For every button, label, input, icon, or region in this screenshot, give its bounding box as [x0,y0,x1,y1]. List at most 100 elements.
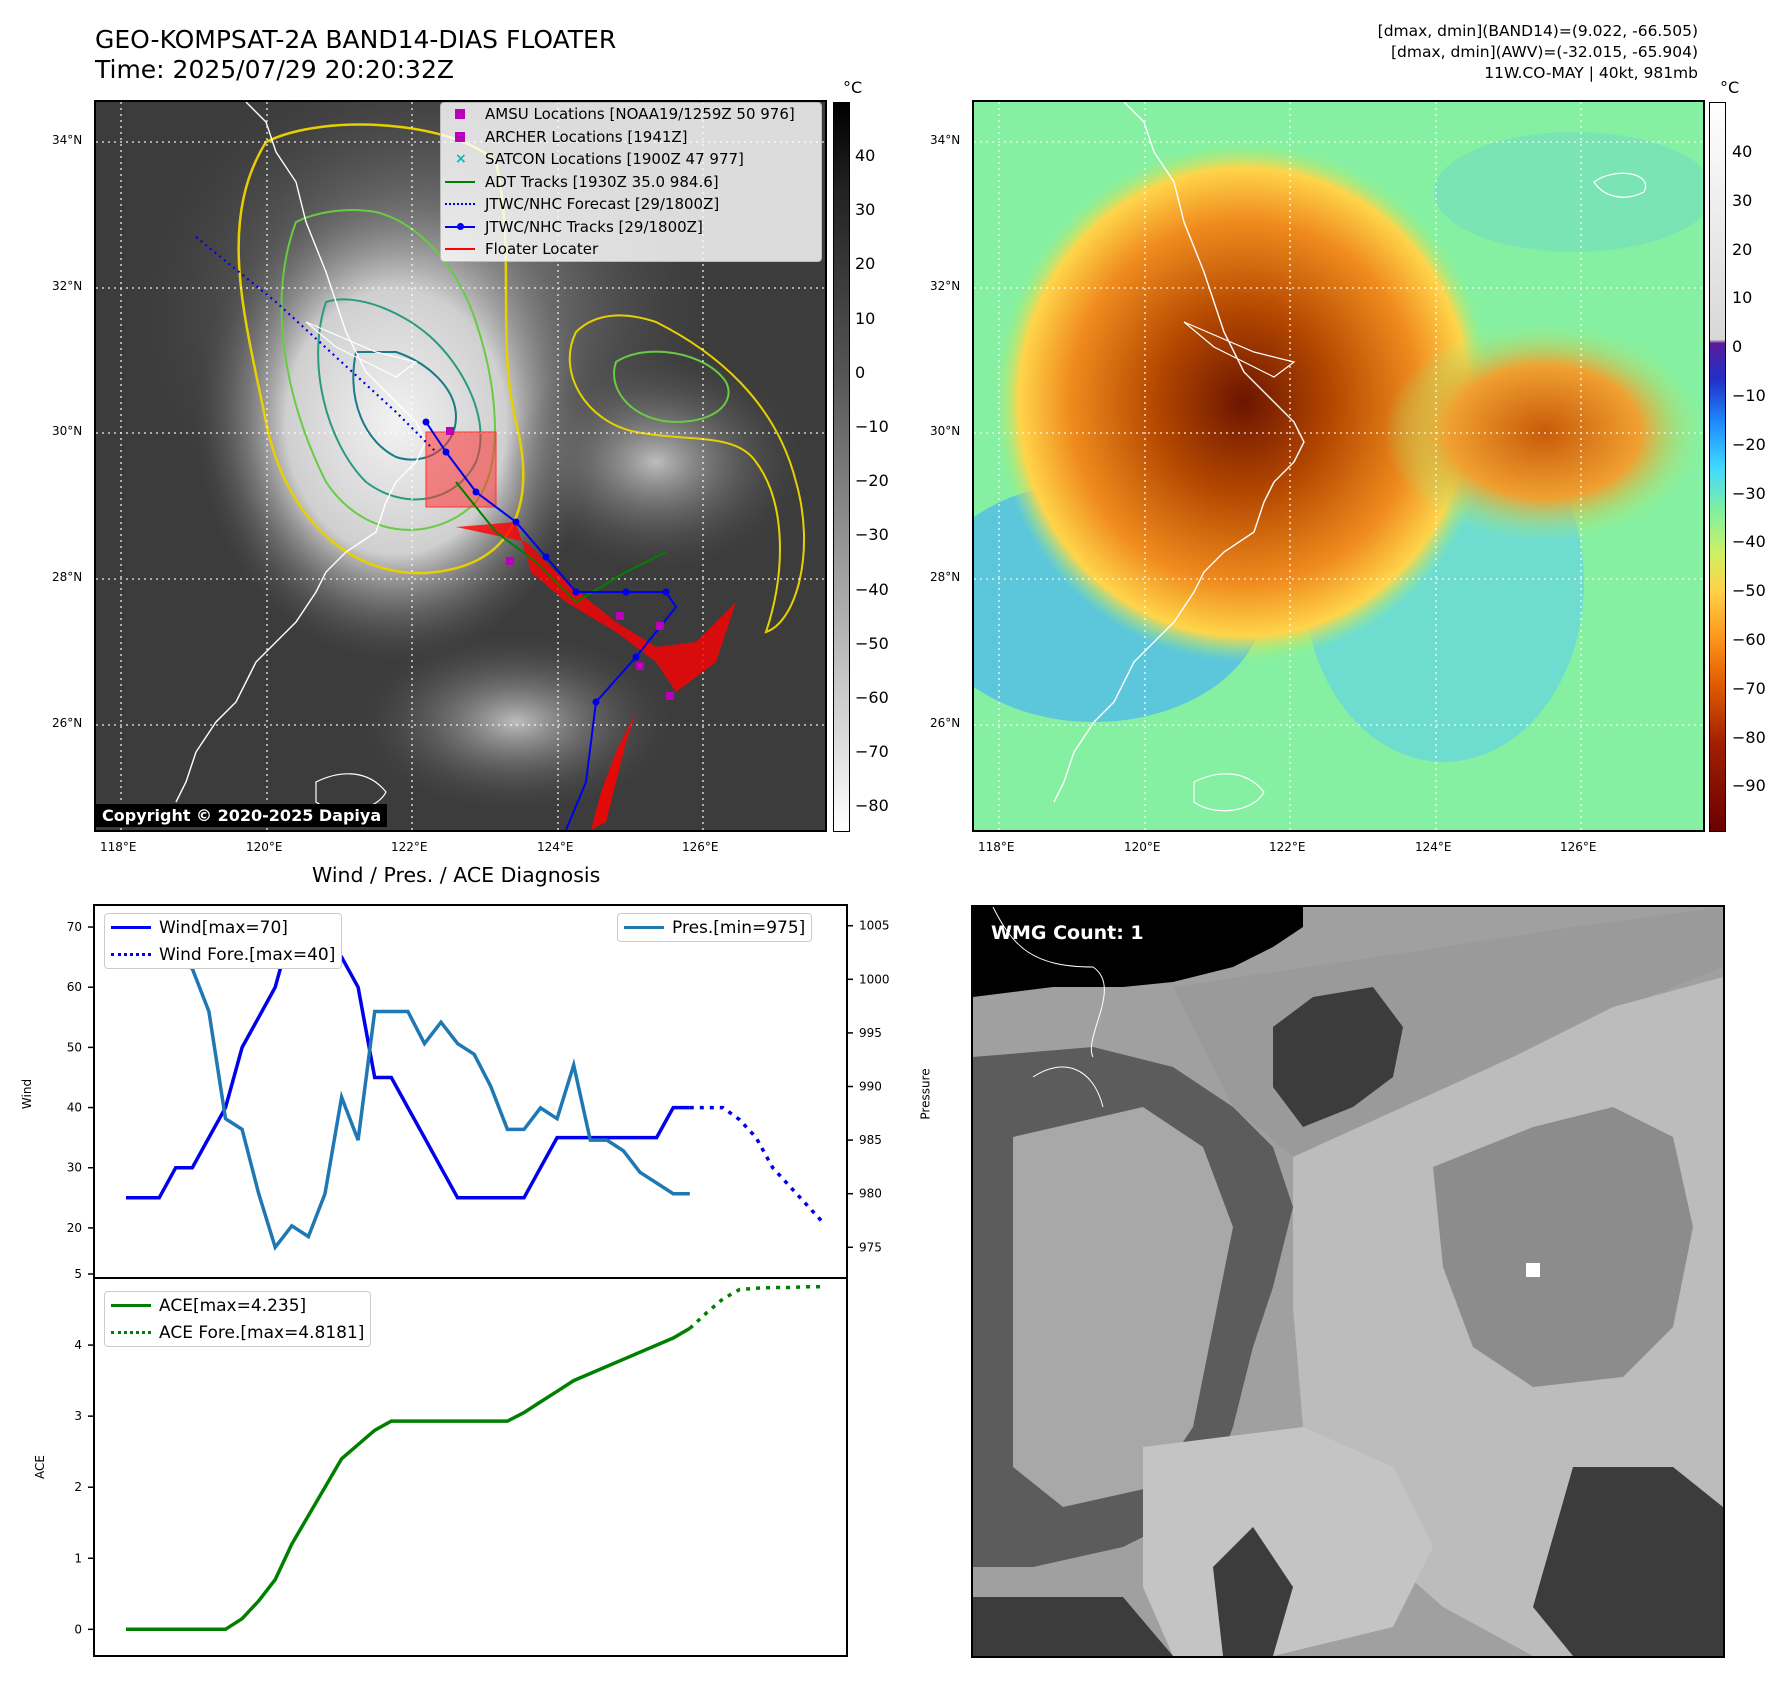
legend-ace: ACE[max=4.235] [159,1295,307,1316]
wind-line [126,922,690,1200]
lon-label: 118°E [100,840,137,854]
legend-wind: Wind[max=70] [159,917,288,938]
lon-label: 118°E [978,840,1015,854]
adt-line-icon [445,180,475,183]
dmax-band14: [dmax, dmin](BAND14)=(9.022, -66.505) [1377,22,1698,40]
lat-label: 32°N [930,279,961,293]
satcon-marker-icon: × [455,151,467,168]
plot-frame [93,1277,848,1657]
wind-tick-label: 40 [67,1101,82,1115]
legend-jtwc-tracks: JTWC/NHC Tracks [29/1800Z] [485,217,703,236]
ir-map-panel: AMSU Locations [NOAA19/1259Z 50 976] ARC… [94,100,827,832]
wind-tick-label: 60 [67,980,82,994]
colorbar-right [1709,102,1726,832]
ace-tick-label: 3 [74,1409,82,1423]
pressure-tick-label: 985 [859,1133,882,1147]
colorbar-left-tick: 10 [855,308,876,328]
lat-label: 34°N [930,133,961,147]
colorbar-left-tick: −50 [855,633,889,653]
wind-axis-label: Wind [20,1078,35,1110]
colorbar-left-tick: −20 [855,471,889,491]
ace-tick-label: 0 [74,1622,82,1636]
lat-label: 34°N [52,133,83,147]
pressure-tick-label: 995 [859,1026,882,1040]
storm-info: 11W.CO-MAY | 40kt, 981mb [1484,64,1698,82]
pressure-tick-label: 980 [859,1187,882,1201]
floater-line-icon [445,248,475,251]
colorbar-left-unit: °C [843,78,863,97]
wmg-panel: WMG Count: 1 [971,905,1725,1658]
wind-tick-label: 20 [67,1221,82,1235]
wmg-image [973,907,1723,1656]
lon-label: 124°E [537,840,574,854]
lon-label: 126°E [1560,840,1597,854]
awv-map-image [974,102,1703,830]
lon-label: 126°E [682,840,719,854]
colorbar-left-tick: 20 [855,254,876,274]
colorbar-left-tick: −10 [855,417,889,436]
title-line1: GEO-KOMPSAT-2A BAND14-DIAS FLOATER [95,25,617,54]
pressure-tick-label: 1000 [859,972,890,986]
ace-legend: ACE[max=4.235] ACE Fore.[max=4.8181] [104,1291,372,1347]
wind-tick-label: 70 [67,920,82,934]
colorbar-right-tick: −10 [1732,386,1766,405]
ace-forecast-line-icon [111,1331,151,1334]
ace-tick-label: 2 [74,1480,82,1494]
pressure-axis-label: Pressure [918,1068,933,1120]
colorbar-right-tick: −70 [1732,678,1766,698]
ace-tick-label: 5 [74,1267,82,1281]
legend-floater: Floater Locater [485,240,599,259]
legend-archer: ARCHER Locations [1941Z] [485,127,688,146]
colorbar-right-tick: −20 [1732,434,1766,454]
lon-label: 122°E [1269,840,1306,854]
lat-label: 30°N [930,424,961,438]
legend-jtwc-forecast: JTWC/NHC Forecast [29/1800Z] [485,195,720,214]
dmax-awv: [dmax, dmin](AWV)=(-32.015, -65.904) [1391,43,1698,61]
colorbar-right-tick: 40 [1732,142,1753,161]
ace-tick-label: 4 [74,1338,82,1352]
wind-tick-label: 50 [67,1040,82,1054]
colorbar-right-tick: −60 [1732,630,1766,649]
lat-label: 26°N [52,716,83,730]
title-line2: Time: 2025/07/29 20:20:32Z [95,55,454,84]
legend-satcon: SATCON Locations [1900Z 47 977] [485,150,744,169]
colorbar-left-tick: −40 [855,579,889,599]
colorbar-right-tick: −30 [1732,483,1766,503]
colorbar-left-tick: 30 [855,200,876,220]
legend-ace-forecast: ACE Fore.[max=4.8181] [159,1322,365,1343]
colorbar-right-tick: −90 [1732,776,1766,796]
pressure-tick-label: 1005 [859,919,890,933]
lat-label: 26°N [930,716,961,730]
copyright-label: Copyright © 2020-2025 Dapiya [96,804,388,827]
pressure-tick-label: 990 [859,1080,882,1094]
forecast-line-icon [445,203,475,206]
legend-amsu: AMSU Locations [NOAA19/1259Z 50 976] [485,105,795,124]
colorbar-right-tick: −80 [1732,727,1766,747]
colorbar-left-tick: −30 [855,525,889,545]
legend-pressure: Pres.[min=975] [672,917,806,938]
map-legend: AMSU Locations [NOAA19/1259Z 50 976] ARC… [440,102,822,262]
pressure-line-icon [624,926,664,929]
colorbar-right-unit: °C [1720,78,1740,97]
lat-label: 28°N [52,570,83,584]
lon-label: 120°E [246,840,283,854]
ace-tick-label: 1 [74,1551,82,1565]
pressure-legend: Pres.[min=975] [617,913,813,942]
colorbar-left-tick: 0 [855,362,866,382]
archer-marker-icon [455,131,465,142]
pressure-line [126,923,690,1252]
ace-line-icon [111,1304,151,1307]
colorbar-right-tick: 10 [1732,288,1753,308]
pressure-tick-label: 975 [859,1240,882,1254]
colorbar-left-tick: −80 [855,796,889,816]
diagnosis-title: Wind / Pres. / ACE Diagnosis [312,863,601,887]
ace-forecast-line [688,1285,823,1330]
colorbar-right-tick: −40 [1732,532,1766,552]
colorbar-right-tick: 20 [1732,239,1753,259]
ace-axis-label: ACE [32,1455,47,1479]
wind-line-icon [111,926,151,929]
colorbar-left-tick: −70 [855,742,889,762]
wind-forecast-line [689,1105,824,1224]
wmg-count-label: WMG Count: 1 [991,922,1144,944]
